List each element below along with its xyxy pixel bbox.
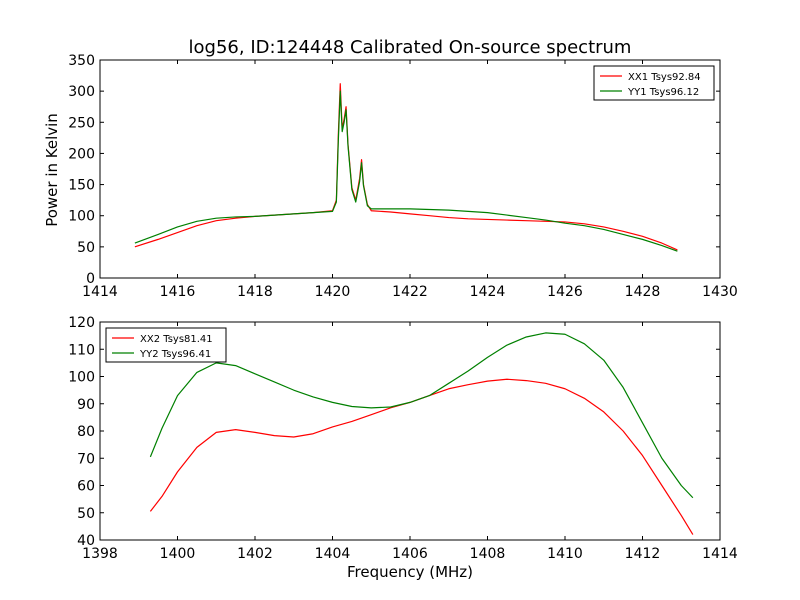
x-tick-label: 1406: [392, 546, 428, 562]
y-tick-label: 350: [68, 53, 95, 69]
legend: XX2 Tsys81.41 YY2 Tsys96.41: [105, 327, 227, 363]
x-tick-label: 1430: [702, 284, 738, 300]
x-tick-label: 1414: [702, 546, 738, 562]
x-tick-label: 1428: [625, 284, 661, 300]
y-tick-label: 40: [77, 533, 95, 549]
legend-box: [105, 327, 227, 363]
y-tick-label: 0: [86, 271, 95, 287]
y-tick-label: 90: [77, 397, 95, 413]
series-line-bottom-2: [149, 332, 694, 499]
y-tick-label: 200: [68, 146, 95, 162]
x-tick-label: 1408: [470, 546, 506, 562]
x-tick-label: 1414: [82, 284, 118, 300]
y-tick-label: 110: [68, 342, 95, 358]
legend-entry: XX2 Tsys81.41: [140, 334, 213, 345]
y-tick-label: 250: [68, 115, 95, 131]
top-plot: 1414 1416 1418 1420 1422 1424 1426 1428 1430 0 50 1…: [68, 53, 738, 300]
x-tick-label: 1410: [547, 546, 583, 562]
x-tick-label: 1420: [315, 284, 351, 300]
x-tick-label: 1418: [237, 284, 273, 300]
legend-entry: YY1 Tsys96.12: [627, 87, 699, 98]
legend-box: [593, 65, 715, 101]
y-tick-label: 60: [77, 479, 95, 495]
y-tick-label: 100: [68, 370, 95, 386]
x-tick-label: 1416: [160, 284, 196, 300]
y-tick-label: 100: [68, 209, 95, 225]
series-line-top-2: [134, 90, 678, 252]
y-tick-label: 150: [68, 178, 95, 194]
x-tick-label: 1422: [392, 284, 428, 300]
legend-entry: XX1 Tsys92.84: [628, 72, 701, 83]
legend: XX1 Tsys92.84 YY1 Tsys96.12: [593, 65, 715, 101]
y-tick-label: 120: [68, 315, 95, 331]
x-tick-label: 1404: [315, 546, 351, 562]
y-tick-label: 50: [77, 506, 95, 522]
x-tick-label: 1402: [237, 546, 273, 562]
bottom-plot: 1398 1400 1402 1404 1406 1408 1410 1412 1414 40 50…: [68, 315, 738, 562]
x-tick-label: 1412: [625, 546, 661, 562]
x-tick-label: 1426: [547, 284, 583, 300]
legend-entry: YY2 Tsys96.41: [139, 349, 211, 360]
chart-title: log56, ID:124448 Calibrated On-source sp…: [189, 37, 632, 58]
x-tick-label: 1398: [82, 546, 118, 562]
x-tick-label: 1424: [470, 284, 506, 300]
y-tick-label: 80: [77, 424, 95, 440]
top-y-axis-label: Power in Kelvin: [43, 113, 61, 227]
y-tick-label: 300: [68, 84, 95, 100]
bottom-x-axis-label: Frequency (MHz): [347, 563, 473, 581]
y-tick-label: 70: [77, 451, 95, 467]
y-tick-label: 50: [77, 240, 95, 256]
x-tick-label: 1400: [160, 546, 196, 562]
